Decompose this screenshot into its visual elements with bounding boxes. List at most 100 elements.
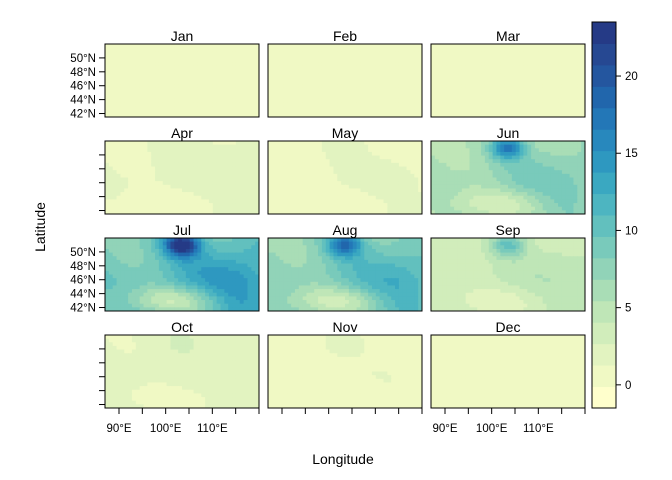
heatmap-cell — [360, 188, 365, 193]
heatmap-cell — [212, 159, 218, 164]
heatmap-cell — [155, 44, 160, 49]
heatmap-cell — [135, 54, 141, 60]
heatmap-cell — [581, 73, 585, 78]
heatmap-cell — [112, 113, 118, 117]
heatmap-cell — [534, 98, 540, 103]
heatmap-cell — [318, 188, 323, 193]
heatmap-cell — [333, 206, 338, 211]
heatmap-cell — [120, 162, 125, 168]
heatmap-cell — [550, 155, 555, 160]
heatmap-cell — [492, 144, 498, 149]
heatmap-cell — [220, 181, 225, 186]
heatmap-cell — [212, 184, 218, 190]
heatmap-cell — [170, 106, 175, 111]
heatmap-cell — [379, 210, 385, 214]
heatmap-cell — [318, 113, 323, 117]
heatmap-cell — [135, 84, 141, 89]
heatmap-cell — [573, 76, 578, 82]
heatmap-cell — [235, 44, 241, 49]
heatmap-cell — [166, 155, 172, 160]
heatmap-cell — [189, 65, 195, 71]
heatmap-cell — [337, 151, 342, 157]
heatmap-cell — [554, 195, 559, 200]
heatmap-cell — [291, 166, 296, 171]
heatmap-cell — [120, 80, 125, 85]
heatmap-cell — [519, 181, 524, 186]
heatmap-cell — [465, 184, 471, 190]
heatmap-cell — [185, 87, 191, 93]
heatmap-cell — [558, 95, 563, 100]
heatmap-cell — [205, 106, 210, 111]
heatmap-cell — [193, 62, 198, 67]
heatmap-cell — [220, 245, 225, 250]
heatmap-cell — [143, 252, 148, 257]
heatmap-cell — [302, 141, 308, 146]
heatmap-cell — [306, 210, 311, 214]
heatmap-cell — [465, 206, 471, 211]
heatmap-cell — [182, 144, 187, 149]
heatmap-cell — [406, 144, 412, 149]
heatmap-cell — [224, 91, 229, 96]
heatmap-cell — [205, 73, 210, 78]
heatmap-cell — [414, 58, 419, 63]
heatmap-cell — [135, 91, 141, 96]
heatmap-cell — [538, 54, 544, 60]
heatmap-cell — [228, 151, 233, 157]
heatmap-cell — [508, 102, 513, 107]
heatmap-cell — [402, 170, 408, 175]
heatmap-cell — [151, 151, 156, 157]
heatmap-cell — [170, 91, 175, 96]
heatmap-cell — [410, 109, 415, 114]
heatmap-cell — [310, 91, 315, 96]
heatmap-cell — [454, 155, 459, 160]
heatmap-cell — [515, 98, 521, 103]
heatmap-cell — [565, 69, 571, 74]
heatmap-cell — [465, 188, 471, 193]
heatmap-cell — [531, 69, 536, 74]
heatmap-cell — [208, 51, 214, 56]
heatmap-cell — [239, 238, 245, 243]
heatmap-cell — [500, 80, 505, 85]
heatmap-cell — [558, 210, 563, 214]
heatmap-cell — [446, 58, 451, 63]
heatmap-cell — [573, 188, 578, 193]
heatmap-cell — [268, 62, 273, 67]
heatmap-cell — [496, 151, 501, 157]
heatmap-cell — [519, 47, 524, 52]
heatmap-cell — [457, 91, 463, 96]
heatmap-cell — [325, 210, 331, 214]
heatmap-cell — [235, 54, 241, 60]
heatmap-cell — [352, 148, 358, 153]
heatmap-cell — [143, 84, 148, 89]
heatmap-cell — [224, 54, 229, 60]
heatmap-cell — [558, 69, 563, 74]
heatmap-cell — [360, 173, 365, 179]
heatmap-cell — [558, 98, 563, 103]
heatmap-cell — [185, 199, 191, 204]
heatmap-cell — [538, 69, 544, 74]
heatmap-cell — [162, 84, 168, 89]
heatmap-cell — [569, 98, 575, 103]
heatmap-cell — [325, 76, 331, 82]
heatmap-cell — [473, 102, 478, 107]
heatmap-cell — [201, 238, 206, 243]
heatmap-cell — [294, 69, 300, 74]
heatmap-cell — [185, 148, 191, 153]
heatmap-cell — [220, 241, 225, 246]
heatmap-cell — [108, 148, 114, 153]
heatmap-cell — [488, 141, 494, 146]
heatmap-cell — [294, 58, 300, 63]
heatmap-cell — [158, 192, 164, 197]
heatmap-cell — [232, 73, 237, 78]
heatmap-cell — [360, 91, 365, 96]
heatmap-cell — [352, 170, 358, 175]
heatmap-cell — [473, 141, 478, 146]
heatmap-cell — [333, 54, 338, 60]
heatmap-cell — [337, 206, 342, 211]
heatmap-cell — [402, 184, 408, 190]
heatmap-cell — [139, 80, 145, 85]
heatmap-cell — [128, 252, 133, 257]
heatmap-cell — [511, 58, 517, 63]
heatmap-cell — [519, 192, 524, 197]
heatmap-cell — [450, 102, 455, 107]
